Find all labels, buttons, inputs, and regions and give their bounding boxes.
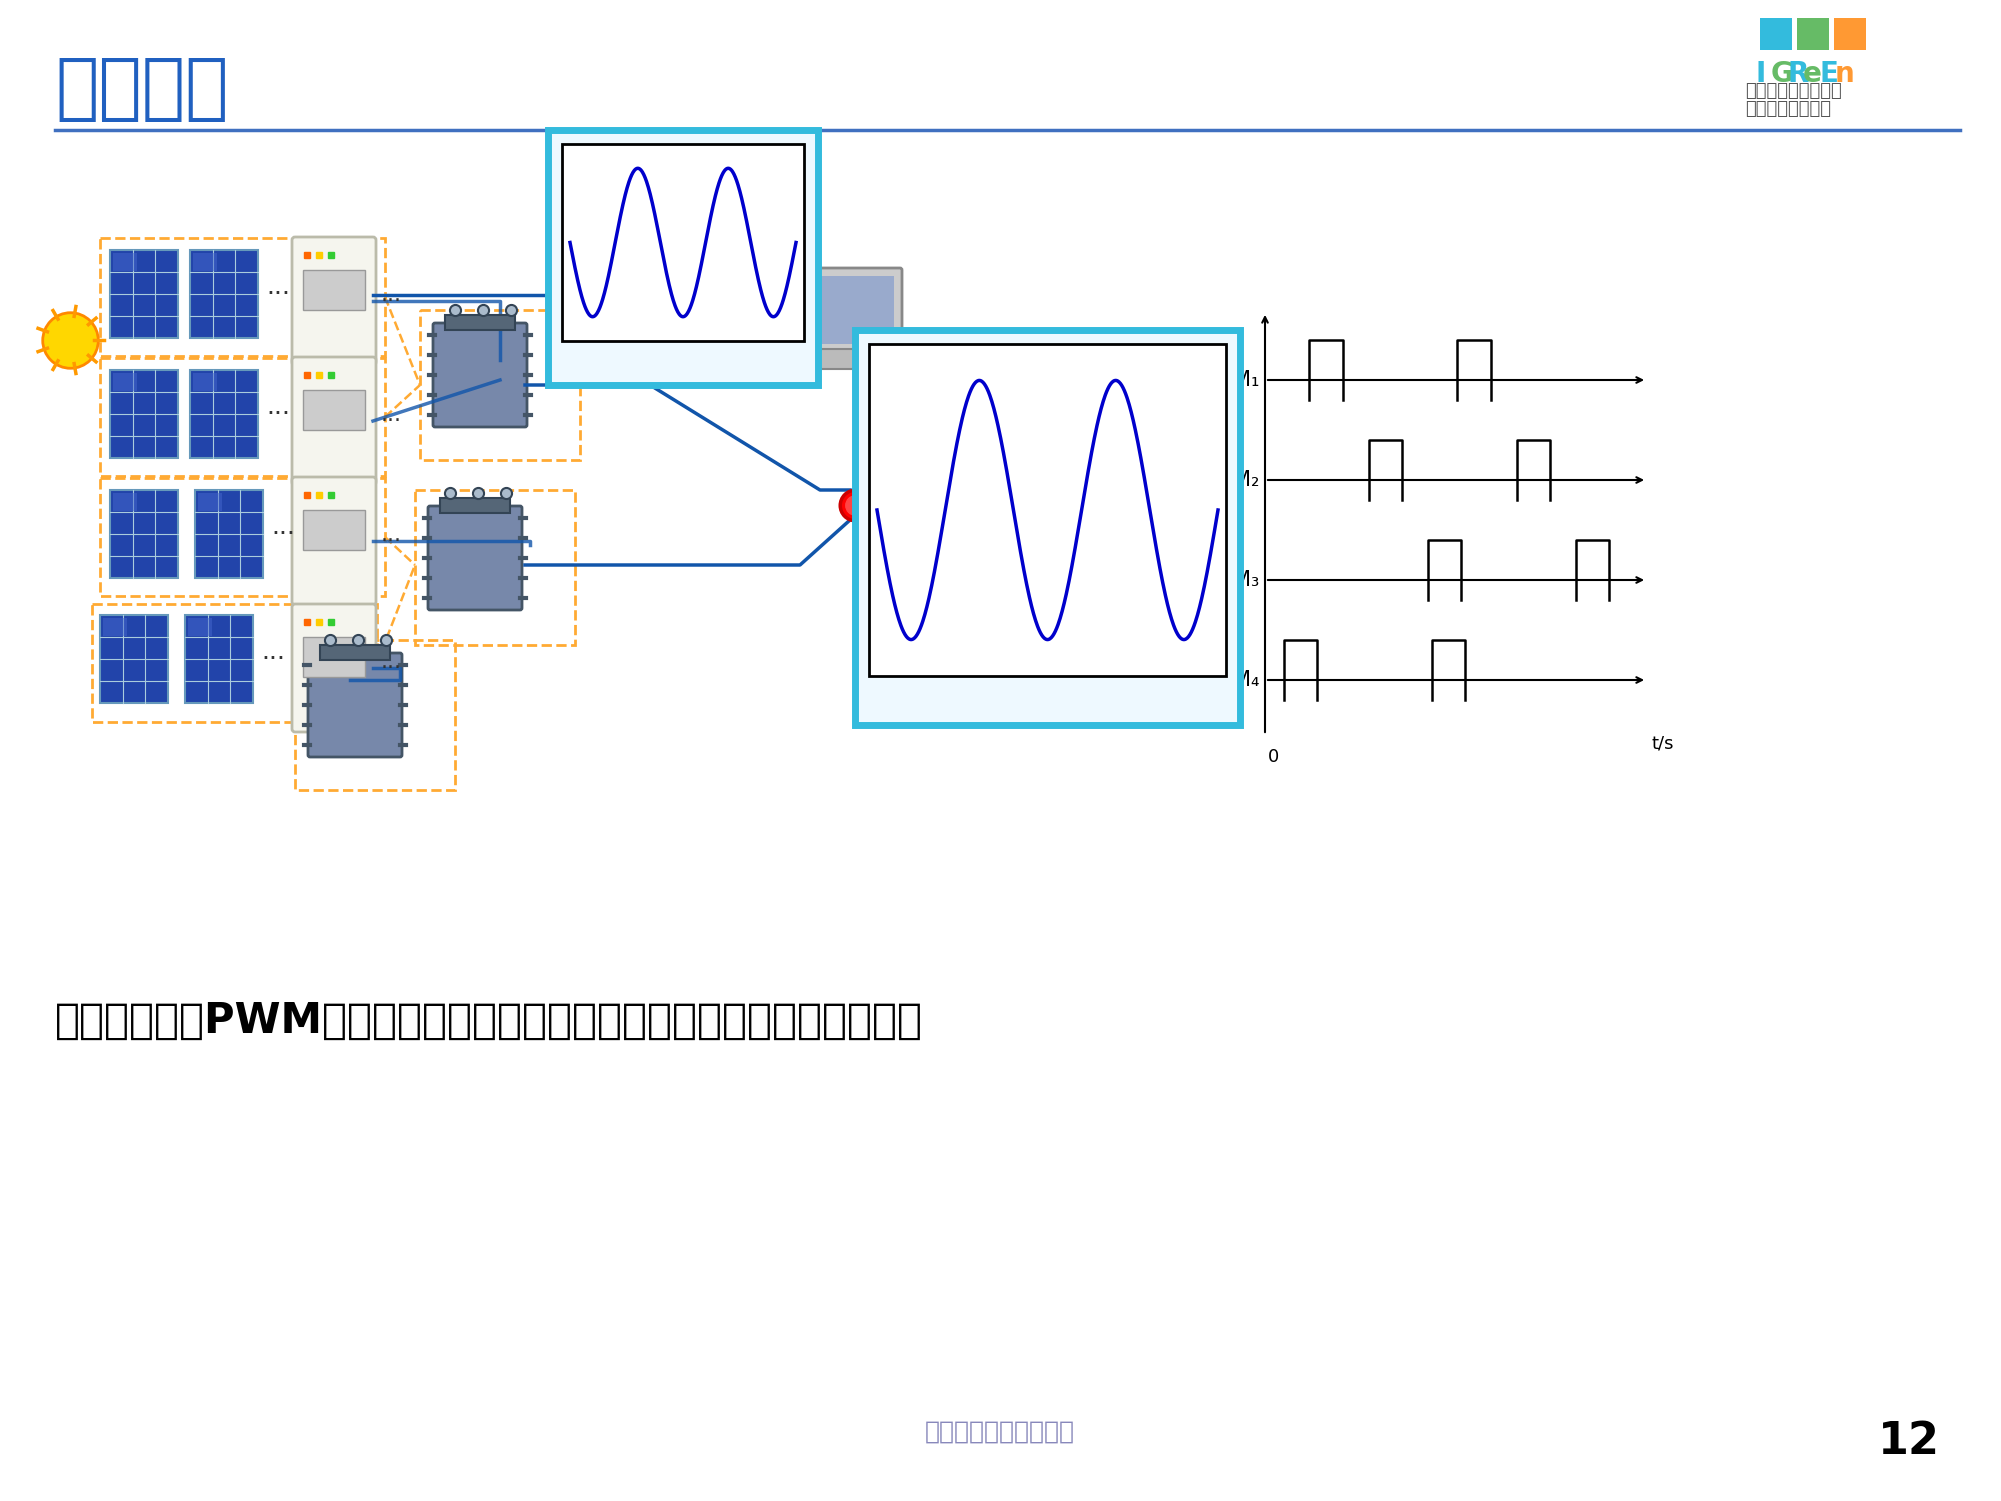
- FancyBboxPatch shape: [432, 323, 526, 426]
- Text: I: I: [1755, 60, 1765, 89]
- Text: ···: ···: [270, 522, 294, 546]
- FancyBboxPatch shape: [548, 131, 818, 384]
- Text: ···: ···: [380, 531, 402, 551]
- Bar: [112, 374, 136, 390]
- Text: G: G: [1771, 60, 1793, 89]
- FancyBboxPatch shape: [308, 653, 402, 757]
- Text: 与智能电网研究所: 与智能电网研究所: [1745, 101, 1831, 119]
- Bar: [440, 498, 510, 513]
- FancyBboxPatch shape: [292, 477, 376, 605]
- Text: 0: 0: [1269, 747, 1279, 766]
- Bar: [190, 371, 258, 458]
- Bar: [444, 315, 514, 330]
- Bar: [302, 390, 364, 429]
- Text: ···: ···: [266, 402, 290, 426]
- Bar: [112, 254, 136, 270]
- Bar: [190, 251, 258, 338]
- Text: 总电流: 总电流: [1017, 681, 1077, 714]
- Text: 各变換器之间PWM序列的相位是不固定的，因此总电流的纹波是变化的。: 各变換器之间PWM序列的相位是不固定的，因此总电流的纹波是变化的。: [54, 1000, 922, 1042]
- Text: PWM₃: PWM₃: [1201, 570, 1259, 590]
- Text: PWM₄: PWM₄: [1201, 669, 1259, 690]
- Text: n: n: [1835, 60, 1855, 89]
- Bar: [302, 510, 364, 549]
- Text: E: E: [1819, 60, 1837, 89]
- FancyBboxPatch shape: [788, 269, 902, 353]
- Bar: [1835, 18, 1867, 50]
- FancyBboxPatch shape: [428, 506, 522, 609]
- FancyBboxPatch shape: [292, 603, 376, 732]
- Text: 各变换器电流: 各变换器电流: [628, 344, 738, 374]
- Bar: [320, 645, 390, 660]
- FancyBboxPatch shape: [562, 144, 804, 341]
- Text: 山东大学可再生能源: 山东大学可再生能源: [1745, 83, 1841, 101]
- Text: ···: ···: [380, 657, 402, 678]
- Bar: [194, 489, 262, 578]
- Bar: [112, 492, 136, 510]
- FancyBboxPatch shape: [292, 237, 376, 365]
- Text: e: e: [1803, 60, 1821, 89]
- Text: 基本原理: 基本原理: [54, 56, 228, 125]
- FancyBboxPatch shape: [292, 357, 376, 485]
- Bar: [100, 615, 168, 702]
- Bar: [302, 636, 364, 677]
- Bar: [302, 270, 364, 311]
- Bar: [192, 254, 216, 270]
- Text: t/s: t/s: [1651, 735, 1673, 754]
- Bar: [1797, 18, 1829, 50]
- Text: ···: ···: [380, 291, 402, 311]
- Bar: [110, 371, 178, 458]
- Bar: [102, 618, 126, 635]
- FancyBboxPatch shape: [868, 344, 1227, 675]
- Text: ···: ···: [266, 282, 290, 306]
- Text: 12: 12: [1879, 1420, 1941, 1463]
- Bar: [184, 615, 252, 702]
- Bar: [110, 251, 178, 338]
- Bar: [188, 618, 212, 635]
- Text: PWM₁: PWM₁: [1201, 371, 1259, 390]
- Bar: [110, 489, 178, 578]
- Bar: [1761, 18, 1793, 50]
- Text: 《电工技术学报》发布: 《电工技术学报》发布: [924, 1420, 1075, 1444]
- Bar: [796, 276, 894, 344]
- Text: ···: ···: [380, 411, 402, 431]
- Bar: [192, 374, 216, 390]
- Bar: [198, 492, 222, 510]
- FancyBboxPatch shape: [778, 350, 910, 369]
- FancyBboxPatch shape: [854, 330, 1241, 725]
- Text: ···: ···: [260, 647, 284, 671]
- Text: PWM₂: PWM₂: [1199, 470, 1259, 489]
- Text: R: R: [1787, 60, 1809, 89]
